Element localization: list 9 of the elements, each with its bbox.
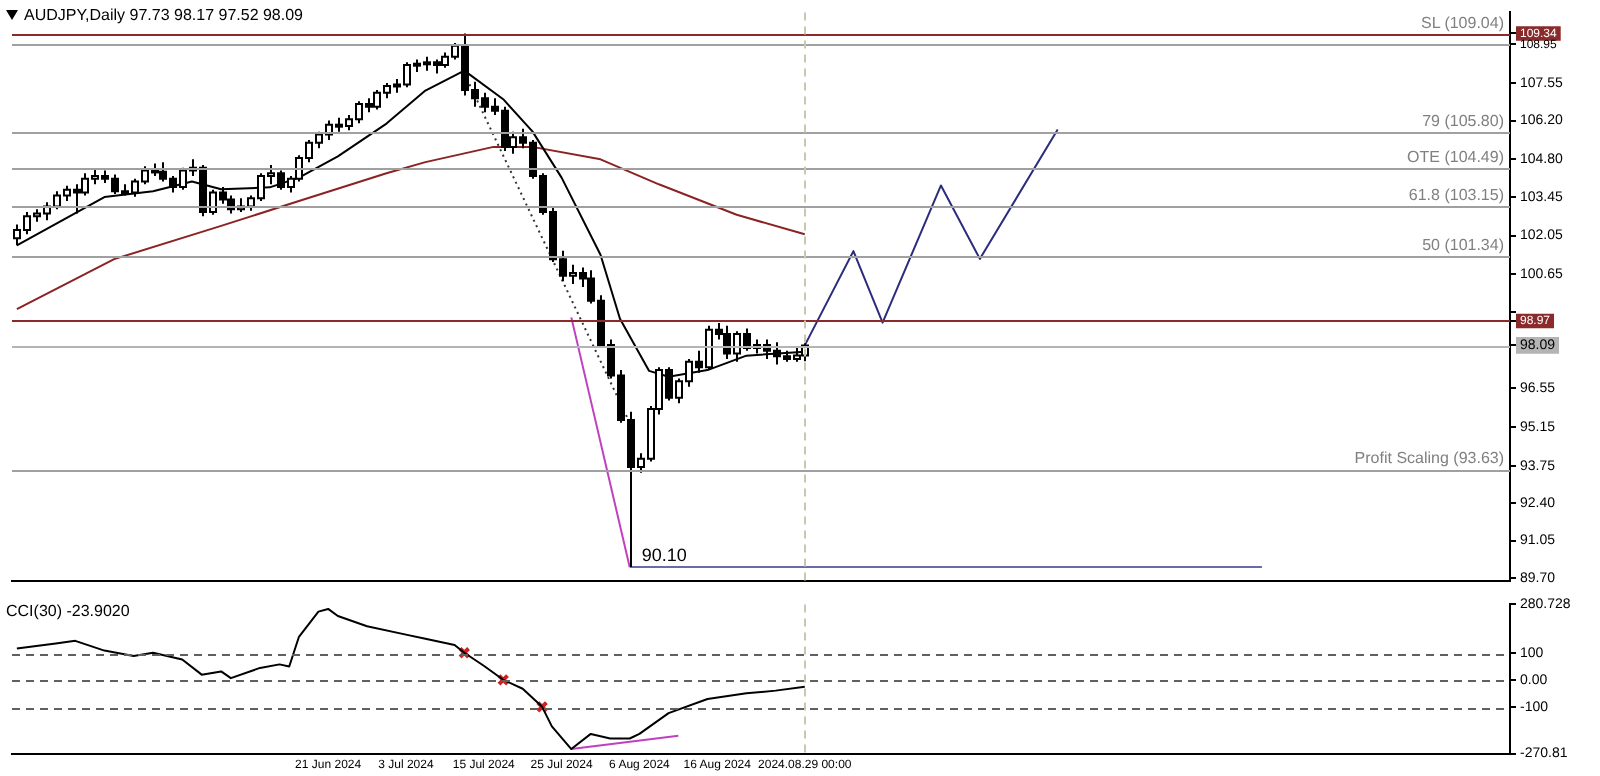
ref-line-label: Profit Scaling (93.63) (1354, 449, 1505, 468)
ref-line-label: 79 (105.80) (1422, 112, 1505, 131)
ref-line-label: 50 (101.34) (1422, 235, 1505, 254)
annotation: 90.10 (641, 544, 687, 565)
chart-title: CCI(30) -23.9020 (6, 602, 130, 620)
ref-line-label: SL (109.04) (1420, 13, 1505, 32)
chart-title: AUDJPY,Daily 97.73 98.17 97.52 98.09 (24, 6, 304, 24)
ref-line-label: 61.8 (103.15) (1408, 185, 1505, 204)
ref-line-label: OTE (104.49) (1407, 148, 1505, 167)
